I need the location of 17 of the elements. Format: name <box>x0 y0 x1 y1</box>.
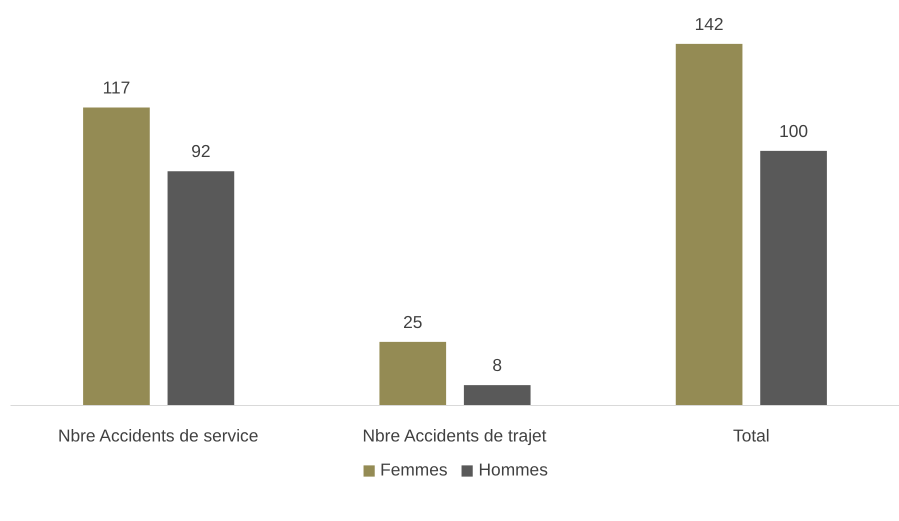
legend-label: Hommes <box>478 460 548 480</box>
data-label: 117 <box>102 78 130 98</box>
data-label: 92 <box>191 141 211 162</box>
bar <box>379 342 446 406</box>
bar <box>464 385 531 406</box>
legend-label: Femmes <box>380 460 448 480</box>
bar <box>83 108 150 406</box>
bar <box>168 171 234 406</box>
data-label: 25 <box>403 312 422 332</box>
x-tick-label: Nbre Accidents de service <box>58 426 258 446</box>
x-tick-label: Total <box>733 426 770 446</box>
data-label: 142 <box>694 14 724 34</box>
data-label: 100 <box>779 120 808 141</box>
bar <box>676 44 742 406</box>
bar <box>760 150 827 406</box>
x-tick-label: Nbre Accidents de trajet <box>362 426 547 446</box>
data-label: 8 <box>492 355 502 376</box>
